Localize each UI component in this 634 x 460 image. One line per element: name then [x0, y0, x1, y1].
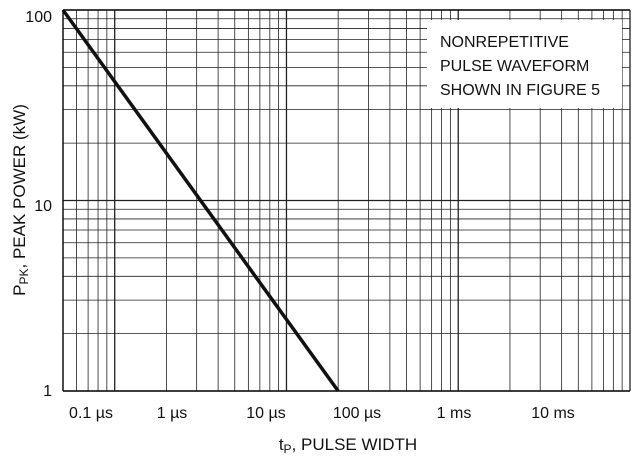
x-axis-title-rest: , PULSE WIDTH	[292, 435, 418, 454]
annotation-line-2: PULSE WAVEFORM	[440, 58, 589, 75]
y-axis-title-sub: PK	[17, 268, 31, 284]
series-line-peak-power	[61, 8, 340, 393]
x-axis-title-sub: P	[284, 442, 292, 456]
series-layer	[61, 8, 340, 393]
annotation-line-1: NONREPETITIVE	[440, 34, 569, 51]
x-axis-title-main: t	[279, 435, 284, 454]
annotation-box	[427, 20, 622, 108]
y-axis-title-main: P	[10, 285, 29, 296]
x-tick-label-10us: 10 µs	[246, 405, 285, 422]
x-tick-label-1ms: 1 ms	[437, 405, 472, 422]
x-axis-title: tP, PULSE WIDTH	[279, 435, 417, 456]
y-axis-title: PPK, PEAK POWER (kW)	[10, 104, 31, 296]
x-tick-label-100us: 100 µs	[333, 405, 381, 422]
y-tick-label-1: 1	[43, 383, 52, 400]
y-tick-label-100: 100	[25, 9, 52, 26]
x-tick-label-10ms: 10 ms	[531, 405, 575, 422]
y-axis-title-rest: , PEAK POWER (kW)	[10, 104, 29, 268]
x-tick-label-1us: 1 µs	[157, 405, 188, 422]
annotation-line-3: SHOWN IN FIGURE 5	[440, 82, 600, 99]
y-tick-label-10: 10	[34, 198, 52, 215]
x-tick-label-0.1us: 0.1 µs	[69, 405, 113, 422]
